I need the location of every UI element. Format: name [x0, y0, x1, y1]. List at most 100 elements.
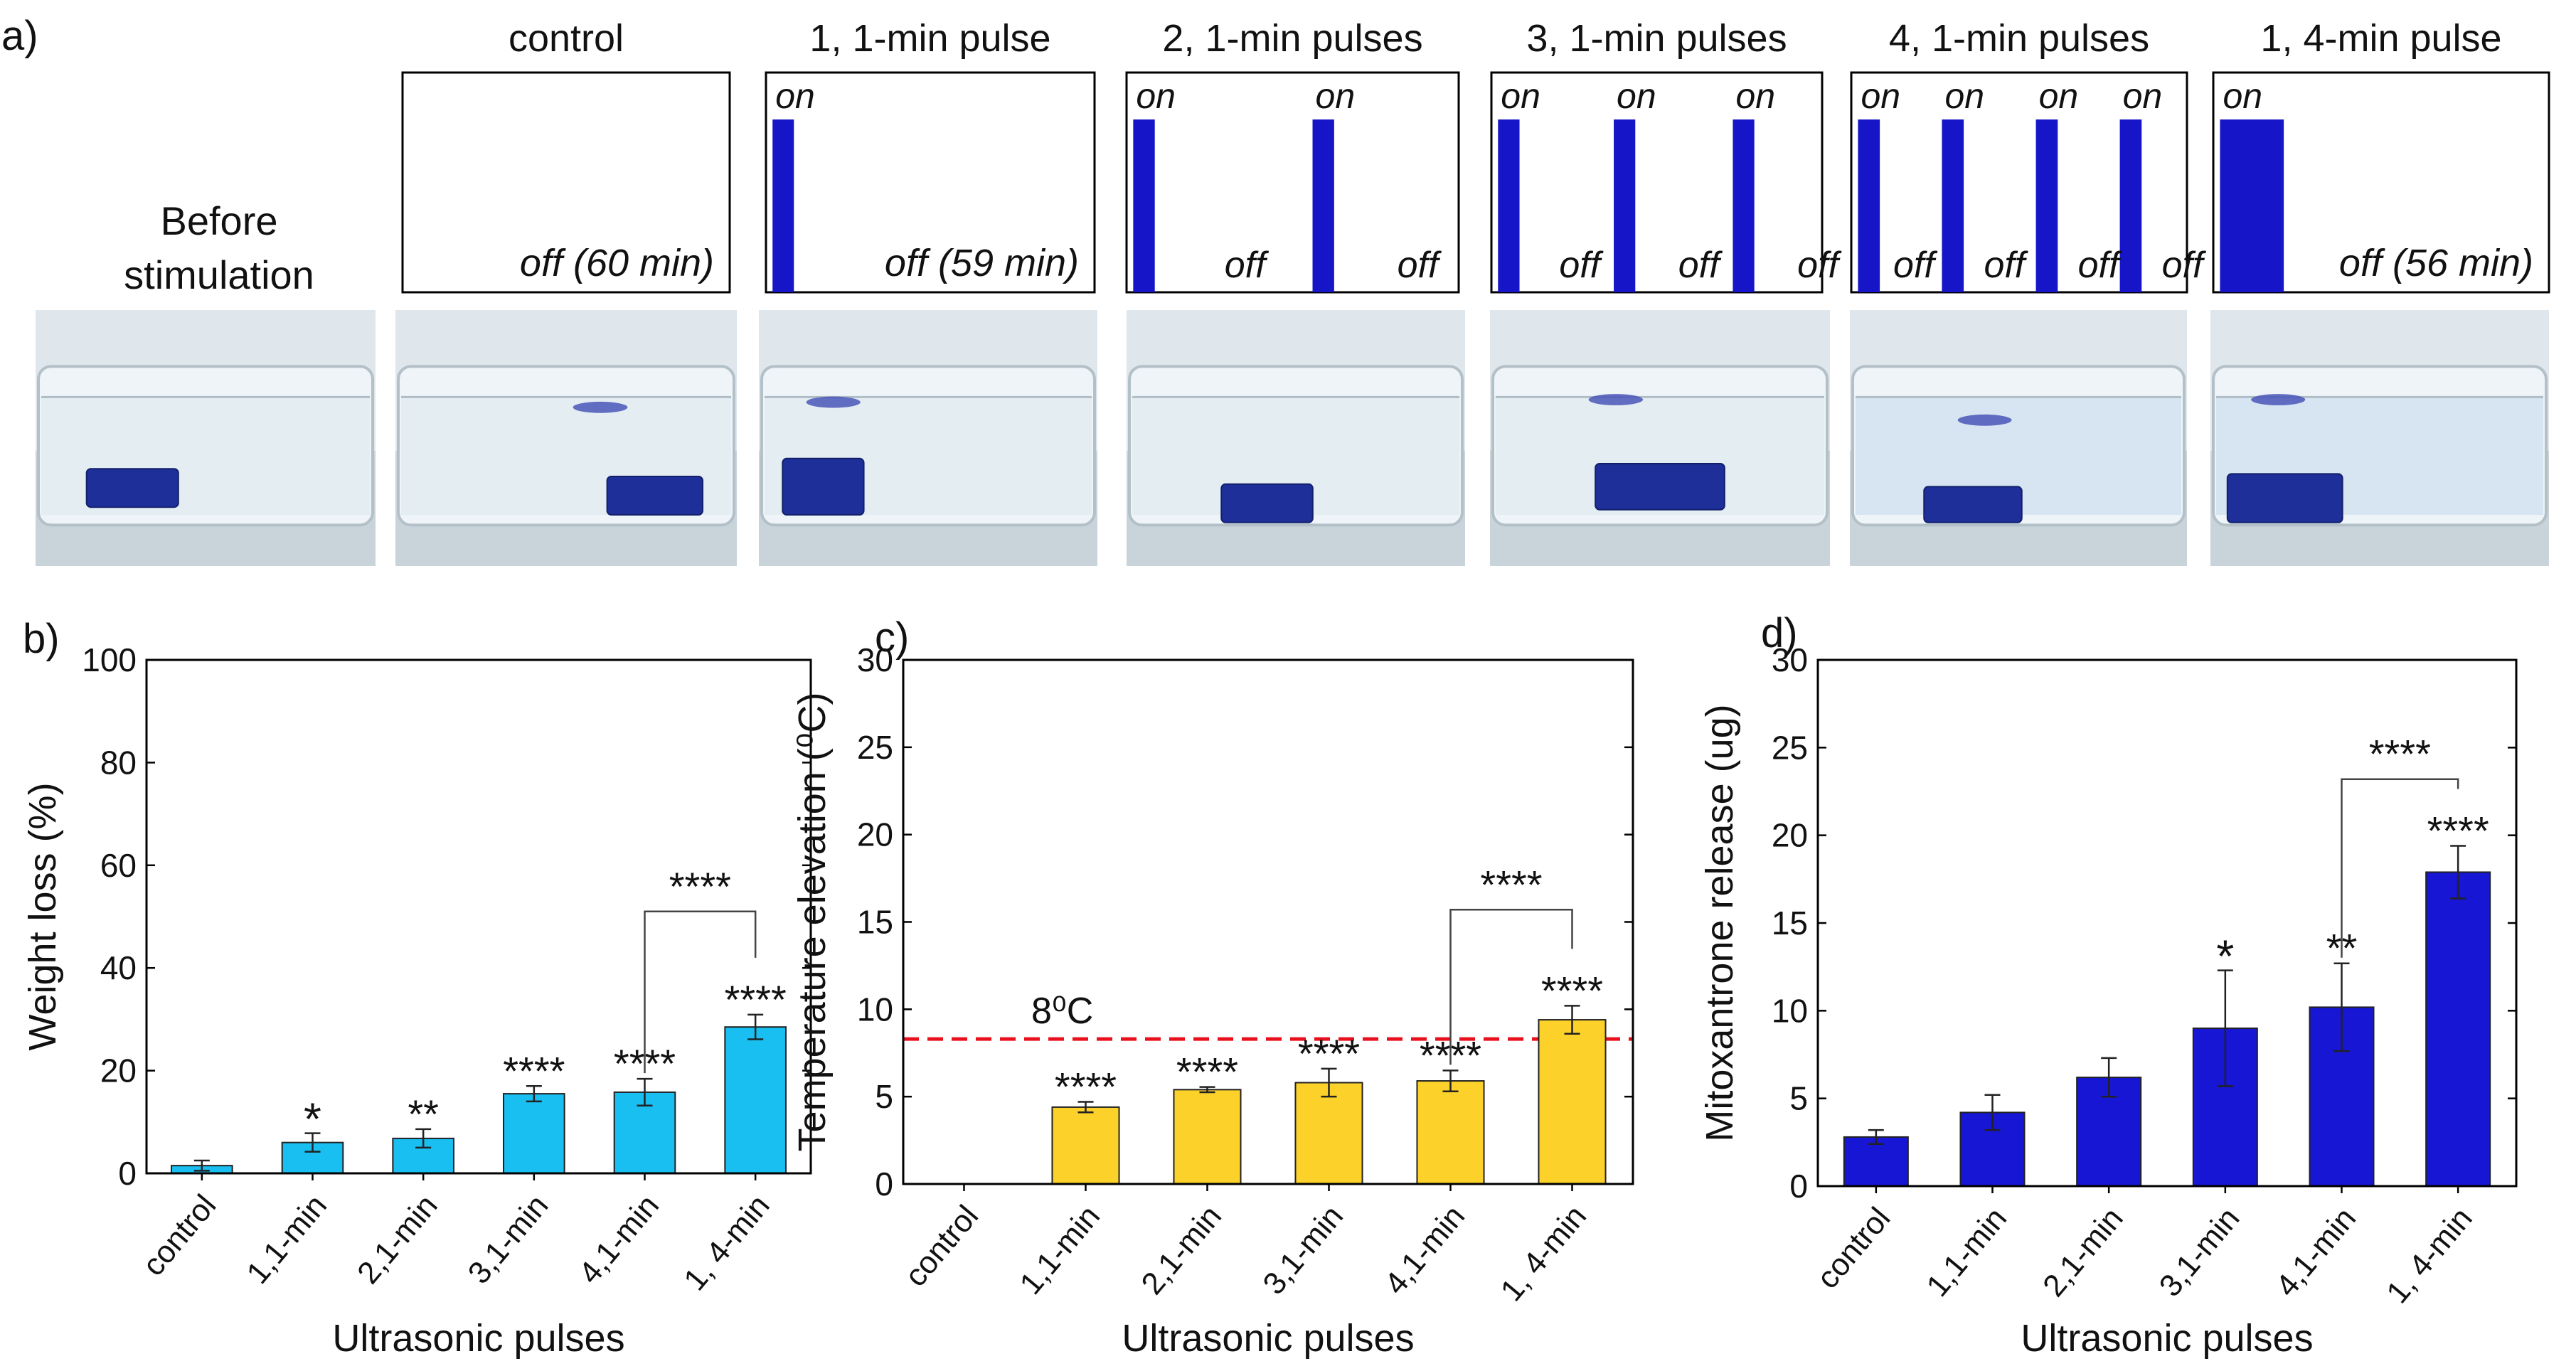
pulse-bar — [1498, 119, 1520, 292]
y-tick-label: 15 — [857, 904, 893, 941]
threshold-label: 8⁰C — [1031, 991, 1093, 1032]
significance-marker: **** — [503, 1048, 565, 1093]
category-label: 1,1-min — [1013, 1199, 1107, 1301]
y-tick-label: 100 — [82, 641, 137, 678]
vial-photo — [1850, 310, 2187, 566]
y-tick-label: 25 — [1772, 729, 1808, 766]
y-tick-label: 20 — [857, 816, 893, 853]
hydrogel-sample — [782, 457, 865, 516]
off-label: off — [1559, 245, 1603, 286]
floating-fragment — [1588, 394, 1644, 405]
category-label: 1, 4-min — [2380, 1201, 2479, 1310]
error-bar — [2333, 962, 2350, 1052]
y-tick-label: 5 — [1789, 1080, 1808, 1117]
error-bar — [1868, 1129, 1884, 1146]
pulse-bar — [2035, 119, 2058, 292]
scheme-box — [765, 71, 1096, 294]
y-tick-label: 15 — [1772, 905, 1808, 941]
on-label: on — [1861, 76, 1900, 116]
y-tick-label: 30 — [1772, 641, 1808, 678]
category-label: control — [136, 1188, 223, 1283]
vial-photo — [1127, 310, 1465, 566]
on-label: on — [1944, 76, 1984, 116]
category-label: 1,1-min — [1920, 1201, 2013, 1303]
pulse-bar — [1133, 119, 1155, 292]
off-label: off — [2078, 245, 2122, 286]
significance-marker: * — [2216, 931, 2234, 982]
y-tick-label: 20 — [100, 1052, 137, 1089]
significance-marker: * — [304, 1094, 321, 1145]
before-label-line1: Before — [161, 198, 278, 243]
vial-photo — [759, 310, 1097, 566]
scheme-box — [1125, 71, 1460, 294]
off-label: off — [1225, 245, 1269, 286]
significance-marker: ** — [408, 1092, 439, 1136]
bar — [2425, 871, 2491, 1187]
category-label: 2,1-min — [2036, 1201, 2130, 1303]
pulse-bar — [2220, 119, 2284, 292]
scheme-title: 4, 1-min pulses — [1889, 17, 2149, 60]
on-label: on — [2123, 76, 2163, 116]
y-tick-label: 0 — [875, 1165, 893, 1202]
x-axis-title: Ultrasonic pulses — [332, 1317, 624, 1360]
scheme-title: control — [509, 17, 624, 60]
floating-fragment — [806, 396, 861, 408]
chart-panel-d: d)control 1,1-min 2,1-min*3,1-min**4,1-min… — [1698, 610, 2518, 1360]
y-tick-label: 10 — [857, 991, 893, 1028]
category-label: 4,1-min — [2269, 1201, 2363, 1303]
panel-label: d) — [1761, 610, 1798, 656]
hydrogel-sample — [1595, 463, 1725, 511]
off-label: off — [1893, 245, 1937, 286]
category-label: 1, 4-min — [1494, 1199, 1593, 1308]
category-label: 2,1-min — [351, 1188, 445, 1291]
off-label: off (60 min) — [520, 242, 714, 284]
y-tick-label: 20 — [1772, 817, 1808, 854]
y-tick-label: 0 — [118, 1155, 137, 1192]
pulse-bar — [1614, 119, 1636, 292]
y-tick-label: 5 — [875, 1078, 893, 1115]
error-bar — [1984, 1094, 2001, 1131]
pulse-scheme: 2, 1-min pulses on on off off — [1125, 17, 1460, 294]
pulse-scheme: 1, 1-min pulse on off (59 min) — [765, 17, 1096, 294]
chart-panel-b: b) control * 1,1-min ** 2,1-min **** 3,1-min ***… — [21, 616, 812, 1360]
on-label: on — [2039, 76, 2079, 116]
y-axis-title: Temperature elevation (⁰C) — [791, 693, 834, 1152]
plot-frame — [145, 658, 812, 1175]
significance-marker: **** — [1055, 1065, 1117, 1109]
scheme-box — [1490, 71, 1824, 294]
hydrogel-sample — [85, 468, 179, 508]
y-axis-title: Weight loss (%) — [21, 782, 64, 1050]
significance-marker: **** — [1176, 1050, 1238, 1094]
error-bar — [2450, 845, 2466, 900]
bar — [1173, 1089, 1242, 1185]
category-label: 2,1-min — [1134, 1199, 1228, 1301]
y-tick-label: 10 — [1772, 992, 1808, 1029]
floating-fragment — [1957, 414, 2012, 426]
error-bar — [415, 1128, 432, 1149]
error-bar — [193, 1159, 210, 1172]
bracket-line — [2341, 778, 2459, 958]
pulse-scheme: control off (60 min) — [401, 17, 731, 294]
off-label: off (56 min) — [2339, 242, 2533, 284]
significance-marker: **** — [1298, 1031, 1360, 1076]
on-label: on — [1617, 76, 1656, 116]
pulse-bar — [1858, 119, 1880, 292]
error-bar — [1442, 1069, 1459, 1093]
scheme-title: 2, 1-min pulses — [1162, 17, 1422, 60]
on-label: on — [1136, 76, 1176, 116]
y-axis-title: Mitoxantrone release (ug) — [1698, 704, 1741, 1141]
category-label: 4,1-min — [572, 1188, 666, 1291]
pulse-bar — [1312, 119, 1334, 292]
vial-photo — [1490, 310, 1830, 566]
x-axis-title: Ultrasonic pulses — [1122, 1317, 1414, 1360]
bar — [1538, 1019, 1607, 1185]
bar — [724, 1026, 787, 1174]
pulse-scheme: 1, 4-min pulse on off (56 min) — [2212, 17, 2550, 294]
on-label: on — [1735, 76, 1775, 116]
off-label: off — [1984, 245, 2028, 286]
off-label: off — [2162, 245, 2206, 286]
y-tick-label: 25 — [857, 729, 893, 766]
on-label: on — [775, 76, 815, 116]
